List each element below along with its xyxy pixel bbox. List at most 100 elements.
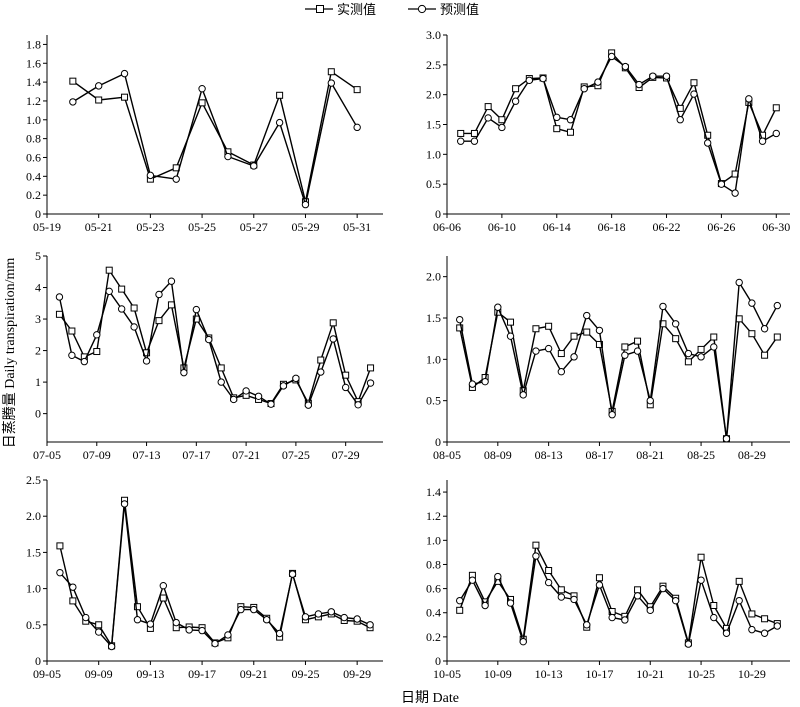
data-point-measured xyxy=(159,594,167,602)
series-measured xyxy=(56,496,374,650)
data-point-measured xyxy=(748,330,756,338)
data-point-measured xyxy=(121,93,129,101)
y-tick-label: 0 xyxy=(435,654,441,668)
data-point-predicted xyxy=(217,378,225,386)
data-point-measured xyxy=(69,597,77,605)
data-point-predicted xyxy=(211,639,219,648)
series-predicted xyxy=(457,52,780,197)
data-point-predicted xyxy=(583,311,591,320)
data-point-predicted xyxy=(519,391,527,399)
y-tick-label: 0 xyxy=(435,435,441,449)
x-tick-label: 10-09 xyxy=(484,667,512,681)
data-point-predicted xyxy=(56,568,64,577)
data-point-measured xyxy=(634,586,642,594)
y-tick-label: 0 xyxy=(435,207,441,221)
data-point-measured xyxy=(684,358,692,366)
data-point-predicted xyxy=(511,97,520,105)
y-tick-label: 2.5 xyxy=(426,58,441,72)
data-point-predicted xyxy=(735,278,743,287)
x-tick-label: 05-29 xyxy=(291,220,319,234)
data-point-measured xyxy=(704,131,712,139)
data-point-predicted xyxy=(607,52,616,61)
y-tick-label: 0 xyxy=(35,654,41,668)
data-point-predicted xyxy=(340,613,348,622)
y-tick-label: 3.0 xyxy=(426,28,441,42)
data-point-predicted xyxy=(275,629,284,638)
y-tick-label: 0.8 xyxy=(426,557,441,571)
series-predicted xyxy=(55,277,375,409)
data-point-predicted xyxy=(494,572,502,581)
data-point-predicted xyxy=(544,344,553,353)
y-tick-label: 1.4 xyxy=(26,75,41,89)
data-point-predicted xyxy=(304,401,313,409)
data-point-predicted xyxy=(506,599,515,607)
data-point-measured xyxy=(276,91,284,99)
x-tick-label: 09-05 xyxy=(33,667,61,681)
data-point-predicted xyxy=(353,615,361,623)
data-point-measured xyxy=(634,337,642,345)
data-point-measured xyxy=(545,567,553,574)
data-point-measured xyxy=(761,351,769,359)
data-point-predicted xyxy=(570,353,578,361)
data-point-predicted xyxy=(133,616,142,624)
y-tick-label: 1.0 xyxy=(26,582,41,596)
data-point-predicted xyxy=(745,95,753,103)
data-point-predicted xyxy=(621,616,629,624)
data-point-predicted xyxy=(649,72,657,80)
data-point-predicted xyxy=(539,74,547,83)
chart-panel-08: 0 0.5 1.0 1.5 2.0 08-05 08-09 08-13 08-17 08-21 08… xyxy=(426,256,790,462)
data-point-predicted xyxy=(703,139,712,147)
data-point-predicted xyxy=(532,347,540,355)
data-point-predicted xyxy=(262,616,271,624)
y-tick-label: 1.0 xyxy=(26,113,41,127)
x-tick-label: 08-21 xyxy=(636,448,664,462)
data-point-predicted xyxy=(710,343,718,351)
data-point-measured xyxy=(93,348,101,356)
series-predicted xyxy=(56,500,374,651)
data-point-predicted xyxy=(594,78,602,86)
y-tick-label: 0 xyxy=(35,407,41,421)
data-point-measured xyxy=(735,577,743,585)
y-tick-label: 1.6 xyxy=(26,56,41,70)
data-point-predicted xyxy=(317,368,325,376)
x-tick-label: 06-18 xyxy=(598,220,626,234)
data-point-predicted xyxy=(93,331,101,339)
data-point-predicted xyxy=(553,113,561,122)
data-point-predicted xyxy=(760,325,769,333)
x-tick-label: 10-21 xyxy=(636,667,664,681)
data-point-predicted xyxy=(192,305,201,314)
data-point-predicted xyxy=(519,637,527,646)
data-point-measured xyxy=(367,364,375,372)
data-point-predicted xyxy=(659,302,667,311)
y-tick-label: 4 xyxy=(35,281,41,295)
y-tick-label: 1.5 xyxy=(426,311,441,325)
data-point-predicted xyxy=(595,326,604,335)
y-tick-label: 1.2 xyxy=(426,509,441,523)
legend-square-marker xyxy=(316,5,324,13)
data-point-predicted xyxy=(80,357,89,366)
x-axis-title: 日期 Date xyxy=(401,690,459,706)
data-point-predicted xyxy=(301,200,310,209)
data-point-predicted xyxy=(457,137,465,145)
chart-panels: 00.20.40.60.81.01.21.41.61.805-19 05-21 05… xyxy=(26,28,790,681)
legend-item-predicted: 预测值 xyxy=(408,2,479,17)
series-line-predicted xyxy=(59,503,371,648)
data-point-predicted xyxy=(566,116,575,124)
data-point-predicted xyxy=(279,382,288,390)
data-point-measured xyxy=(130,304,138,312)
data-point-predicted xyxy=(288,570,297,578)
data-point-predicted xyxy=(180,368,188,377)
legend: 实测值 预测值 xyxy=(305,2,479,17)
data-point-predicted xyxy=(68,351,76,360)
data-point-measured xyxy=(532,541,540,549)
data-point-predicted xyxy=(735,596,743,605)
x-tick-label: 06-14 xyxy=(543,220,571,234)
data-point-predicted xyxy=(142,357,151,365)
data-point-predicted xyxy=(684,640,693,648)
data-point-predicted xyxy=(353,123,361,132)
x-tick-label: 05-19 xyxy=(33,220,61,234)
data-point-predicted xyxy=(159,582,168,590)
x-tick-label: 07-05 xyxy=(33,448,61,462)
data-point-predicted xyxy=(773,301,781,310)
y-tick-label: 2.0 xyxy=(426,270,441,284)
